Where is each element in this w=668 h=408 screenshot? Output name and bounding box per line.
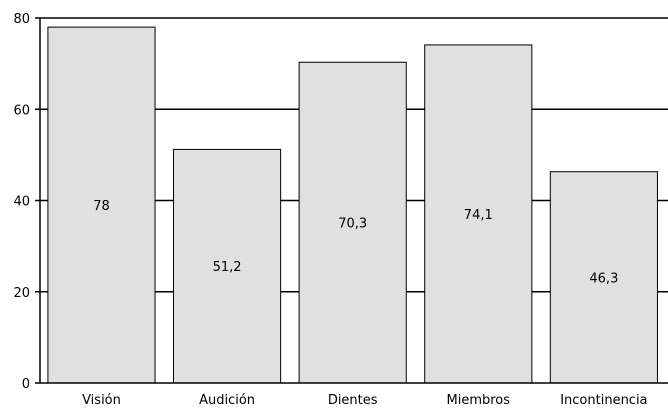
y-tick-label: 60 [13,103,30,118]
y-tick-label: 40 [13,195,30,210]
data-label: 74,1 [464,208,493,223]
bar [424,44,533,384]
data-label: 70,3 [338,217,367,232]
x-tick-label: Incontinencia [560,393,647,408]
y-tick-label: 0 [22,377,30,392]
y-tick-label: 20 [13,286,30,301]
x-tick-label: Visión [82,393,121,408]
x-tick-label: Dientes [328,393,378,408]
data-labels: 78 51,2 70,3 74,1 46,3 [93,199,618,286]
bar [47,26,156,384]
data-label: 78 [93,199,110,214]
bar [298,61,407,384]
x-tick-label: Audición [199,393,255,408]
y-tick-label: 80 [13,12,30,27]
bar [549,171,658,384]
data-label: 51,2 [213,260,242,275]
x-tick-label: Miembros [447,393,511,408]
data-label: 46,3 [589,271,618,286]
y-tick-labels: 0 20 40 60 80 [13,12,40,392]
bars [47,26,658,384]
x-tick-labels: Visión Audición Dientes Miembros Incontinenc… [82,393,647,408]
